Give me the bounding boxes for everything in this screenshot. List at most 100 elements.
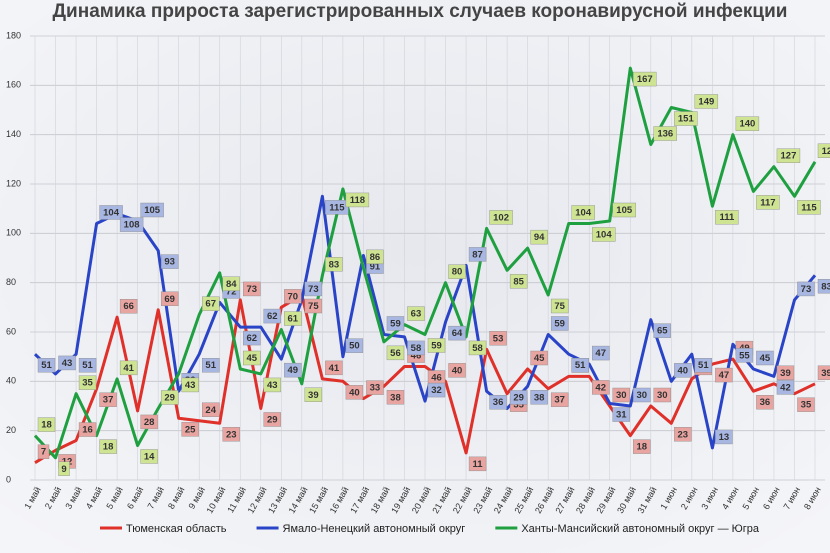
- data-label: 36: [760, 397, 771, 408]
- data-label-box: [160, 390, 179, 405]
- data-label-box: [674, 111, 698, 126]
- data-label: 73: [246, 284, 257, 295]
- data-label-box: [592, 345, 610, 361]
- data-label-box: [160, 254, 179, 269]
- data-label-box: [263, 308, 281, 324]
- data-label-box: [530, 390, 548, 405]
- data-label: 38: [390, 392, 401, 403]
- data-label-box: [181, 377, 199, 393]
- data-label: 18: [41, 420, 52, 431]
- data-label-box: [592, 380, 610, 395]
- data-label: 23: [226, 429, 237, 440]
- data-label: 49: [288, 365, 299, 376]
- data-label-box: [119, 217, 144, 232]
- data-label: 73: [801, 284, 812, 295]
- data-label-box: [78, 422, 97, 437]
- y-tick-label: 140: [6, 129, 21, 139]
- data-label: 33: [370, 383, 381, 394]
- data-label-box: [715, 209, 739, 225]
- data-label: 30: [636, 390, 647, 401]
- data-label-box: [489, 395, 507, 410]
- data-label: 39: [308, 390, 319, 401]
- data-label-box: [345, 338, 364, 353]
- data-label: 72: [226, 286, 237, 297]
- data-label-box: [797, 281, 815, 297]
- data-label: 45: [760, 353, 771, 364]
- legend-label: Ханты-Мансийский автономный округ — Югра: [521, 523, 760, 535]
- data-label-box: [489, 210, 513, 225]
- y-tick-label: 40: [6, 376, 16, 386]
- data-label-box: [633, 71, 657, 87]
- data-label-box: [325, 257, 343, 272]
- data-label: 30: [657, 390, 668, 401]
- data-label-box: [202, 402, 220, 417]
- data-label: 39: [780, 368, 791, 379]
- data-label: 56: [390, 348, 401, 359]
- data-label-box: [366, 249, 384, 265]
- data-label: 108: [124, 220, 140, 231]
- data-label: 94: [534, 232, 545, 243]
- data-label-box: [468, 456, 487, 472]
- data-label-box: [140, 449, 158, 464]
- data-label: 83: [329, 259, 340, 270]
- data-label: 104: [596, 229, 613, 240]
- data-label: 35: [801, 400, 812, 411]
- data-label-box: [78, 358, 97, 373]
- data-label-box: [489, 331, 507, 346]
- data-label: 7: [41, 447, 46, 458]
- data-label-box: [366, 380, 384, 395]
- data-label: 115: [329, 202, 345, 213]
- data-label: 45: [534, 353, 545, 364]
- data-label: 104: [103, 207, 120, 218]
- series-line: [34, 293, 816, 464]
- data-label-box: [427, 338, 446, 353]
- data-label: 58: [411, 343, 422, 354]
- data-label: 25: [185, 424, 196, 435]
- data-label: 32: [431, 385, 442, 396]
- data-label-box: [633, 439, 651, 454]
- data-label-box: [99, 439, 117, 454]
- data-label-box: [653, 126, 677, 141]
- data-label: 59: [390, 318, 401, 329]
- data-label: 80: [452, 267, 463, 278]
- data-label: 36: [493, 397, 504, 408]
- data-label-box: [571, 358, 589, 373]
- data-label: 127: [781, 151, 797, 162]
- data-label: 29: [164, 392, 175, 403]
- data-label-box: [345, 385, 364, 400]
- data-label-box: [304, 387, 323, 402]
- data-label: 102: [493, 212, 509, 223]
- data-label: 93: [164, 257, 175, 268]
- data-label-box: [181, 422, 199, 437]
- data-label: 104: [575, 207, 592, 218]
- data-label-box: [612, 202, 636, 218]
- data-label-box: [243, 281, 261, 297]
- data-label: 151: [678, 114, 695, 125]
- data-label-box: [304, 298, 323, 314]
- data-label-box: [37, 444, 50, 459]
- data-label-box: [448, 363, 466, 378]
- data-label-box: [530, 229, 548, 245]
- data-label-box: [345, 192, 370, 208]
- y-tick-label: 60: [6, 326, 16, 336]
- data-label-box: [797, 200, 821, 215]
- data-label-box: [448, 264, 466, 279]
- data-label-box: [817, 365, 830, 380]
- data-label: 47: [595, 348, 606, 359]
- legend-label: Ямало-Ненецкий автономный округ: [283, 523, 466, 535]
- data-label-box: [509, 390, 528, 405]
- data-label-box: [58, 355, 76, 371]
- data-label-box: [592, 227, 616, 242]
- data-label: 42: [780, 382, 791, 393]
- data-label-box: [325, 360, 343, 376]
- data-label: 46: [411, 351, 422, 362]
- data-label: 66: [123, 301, 134, 312]
- data-label: 51: [41, 360, 52, 371]
- data-label: 23: [678, 429, 689, 440]
- data-label-box: [776, 148, 801, 163]
- data-label-box: [222, 427, 240, 442]
- data-label-box: [99, 392, 117, 407]
- data-label: 115: [801, 202, 817, 213]
- data-label: 35: [513, 400, 524, 411]
